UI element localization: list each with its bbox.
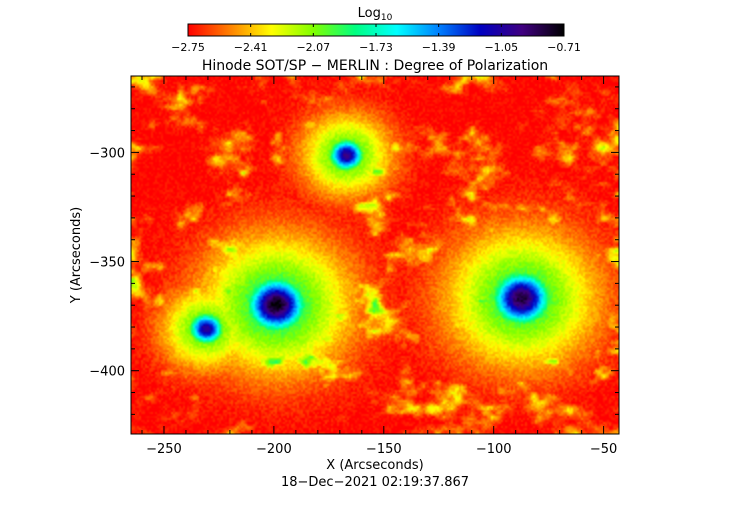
y-tick-label: −350 (89, 256, 125, 271)
x-tick-label: −150 (366, 442, 402, 457)
colorbar-tick-label: −2.07 (296, 41, 330, 54)
plot-frame (130, 75, 620, 435)
colorbar-tick-label: −1.73 (359, 41, 393, 54)
timestamp: 18−Dec−2021 02:19:37.867 (281, 475, 469, 490)
colorbar-tick-label: −1.05 (484, 41, 518, 54)
colorbar-ticks: −2.75 −2.41 −2.07 −1.73 −1.39 −1.05 −0.71 (171, 24, 581, 54)
x-tick-label: −250 (146, 442, 182, 457)
x-tick-label: −100 (476, 442, 512, 457)
x-axis-label: X (Arcseconds) (326, 458, 423, 473)
axes: −250 −200 −150 −100 −50 −300 −350 −400 (89, 76, 619, 457)
heatmap-image (131, 76, 619, 434)
colorbar-tick-label: −1.39 (422, 41, 456, 54)
y-tick-label: −400 (89, 365, 125, 380)
colorbar-tick-label: −2.41 (234, 41, 268, 54)
x-tick-label: −200 (256, 442, 292, 457)
chart-title: Hinode SOT/SP − MERLIN : Degree of Polar… (202, 58, 548, 74)
y-axis-label: Y (Arcseconds) (69, 207, 84, 304)
x-tick-label: −50 (590, 442, 617, 457)
colorbar-label: Log10 (358, 6, 393, 23)
colorbar-tick-label: −0.71 (547, 41, 581, 54)
y-tick-label: −300 (89, 146, 125, 161)
colorbar-tick-label: −2.75 (171, 41, 205, 54)
polarization-map (131, 76, 619, 434)
